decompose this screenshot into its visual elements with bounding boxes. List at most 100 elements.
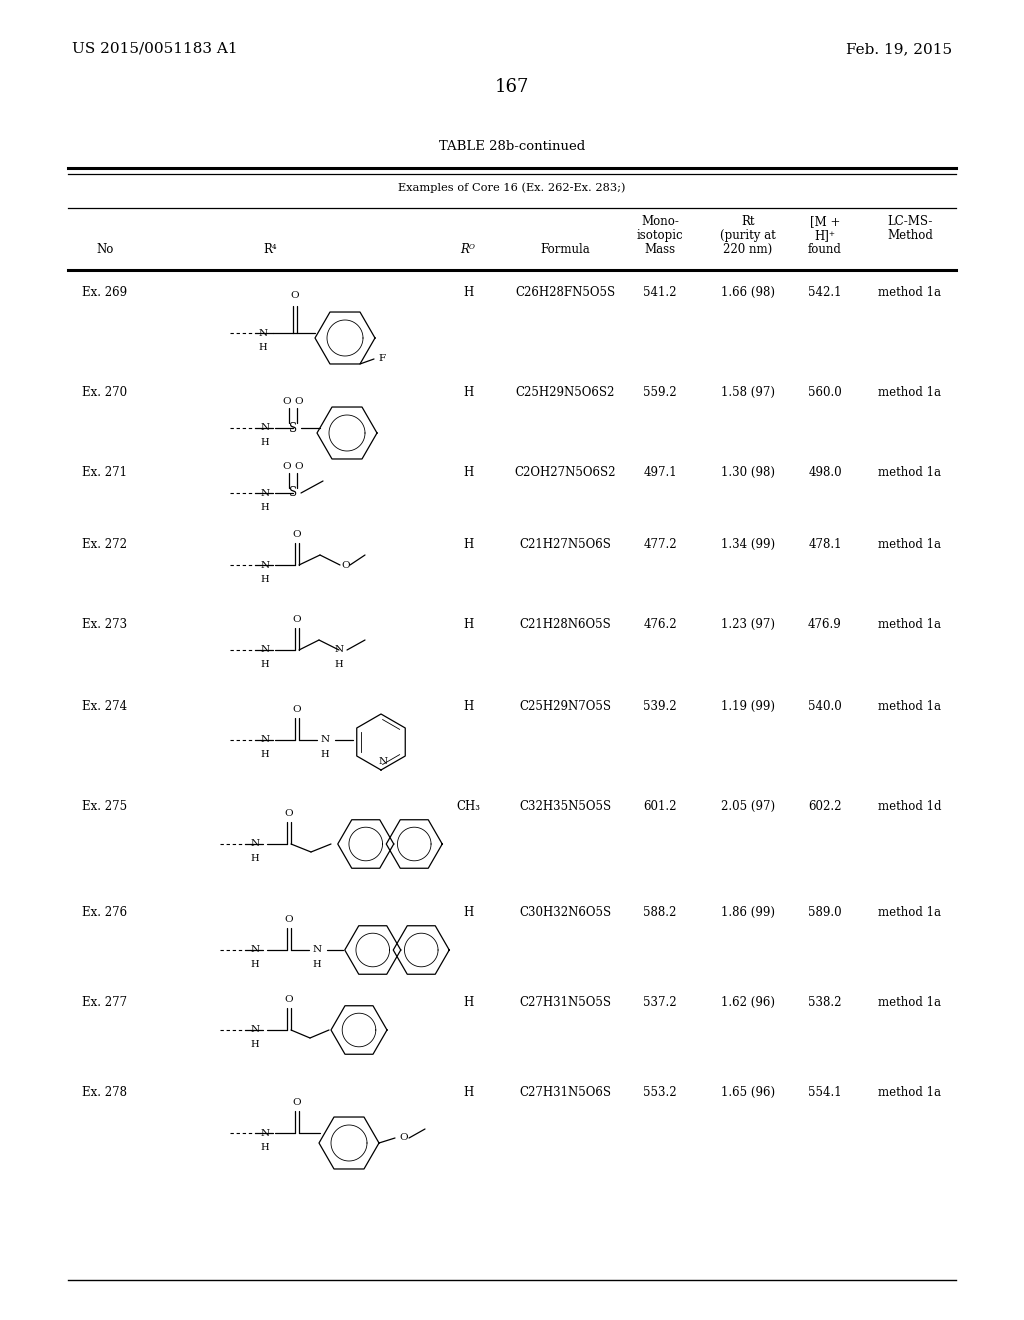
Text: Ex. 276: Ex. 276: [83, 906, 128, 919]
Text: method 1a: method 1a: [879, 997, 941, 1008]
Text: 589.0: 589.0: [808, 906, 842, 919]
Text: Ex. 274: Ex. 274: [83, 700, 128, 713]
Text: (purity at: (purity at: [720, 228, 776, 242]
Text: 220 nm): 220 nm): [723, 243, 773, 256]
Text: No: No: [96, 243, 114, 256]
Text: N: N: [251, 840, 259, 849]
Text: N: N: [260, 488, 269, 498]
Text: R⁴: R⁴: [263, 243, 276, 256]
Text: H: H: [463, 286, 473, 300]
Text: O: O: [285, 809, 293, 818]
Text: Method: Method: [887, 228, 933, 242]
Text: 538.2: 538.2: [808, 997, 842, 1008]
Text: 1.86 (99): 1.86 (99): [721, 906, 775, 919]
Text: method 1a: method 1a: [879, 618, 941, 631]
Text: method 1a: method 1a: [879, 1086, 941, 1100]
Text: method 1a: method 1a: [879, 385, 941, 399]
Text: N: N: [251, 1026, 259, 1035]
Text: Ex. 270: Ex. 270: [83, 385, 128, 399]
Text: N: N: [251, 945, 259, 954]
Text: 477.2: 477.2: [643, 539, 677, 550]
Text: H: H: [321, 750, 330, 759]
Text: TABLE 28b-continued: TABLE 28b-continued: [439, 140, 585, 153]
Text: 540.0: 540.0: [808, 700, 842, 713]
Text: method 1a: method 1a: [879, 466, 941, 479]
Text: N: N: [260, 424, 269, 433]
Text: C25H29N7O5S: C25H29N7O5S: [519, 700, 611, 713]
Text: O: O: [291, 290, 299, 300]
Text: O: O: [295, 397, 303, 407]
Text: H: H: [261, 660, 269, 669]
Text: H: H: [463, 997, 473, 1008]
Text: N: N: [335, 645, 344, 655]
Text: H: H: [261, 503, 269, 512]
Text: US 2015/0051183 A1: US 2015/0051183 A1: [72, 42, 238, 55]
Text: C26H28FN5O5S: C26H28FN5O5S: [515, 286, 615, 300]
Text: H]⁺: H]⁺: [814, 228, 836, 242]
Text: C25H29N5O6S2: C25H29N5O6S2: [515, 385, 614, 399]
Text: H: H: [463, 466, 473, 479]
Text: 601.2: 601.2: [643, 800, 677, 813]
Text: H: H: [463, 906, 473, 919]
Text: O: O: [283, 397, 291, 407]
Text: Ex. 271: Ex. 271: [83, 466, 128, 479]
Text: C21H27N5O6S: C21H27N5O6S: [519, 539, 611, 550]
Text: 537.2: 537.2: [643, 997, 677, 1008]
Text: method 1a: method 1a: [879, 286, 941, 300]
Text: 539.2: 539.2: [643, 700, 677, 713]
Text: [M +: [M +: [810, 215, 840, 228]
Text: H: H: [251, 854, 259, 863]
Text: Feb. 19, 2015: Feb. 19, 2015: [846, 42, 952, 55]
Text: CH₃: CH₃: [456, 800, 480, 813]
Text: Rᴼ: Rᴼ: [461, 243, 475, 256]
Text: 1.58 (97): 1.58 (97): [721, 385, 775, 399]
Text: 553.2: 553.2: [643, 1086, 677, 1100]
Text: 476.2: 476.2: [643, 618, 677, 631]
Text: H: H: [261, 750, 269, 759]
Text: C27H31N5O5S: C27H31N5O5S: [519, 997, 611, 1008]
Text: Ex. 275: Ex. 275: [83, 800, 128, 813]
Text: N: N: [260, 561, 269, 569]
Text: H: H: [463, 618, 473, 631]
Text: O: O: [399, 1134, 408, 1143]
Text: method 1a: method 1a: [879, 700, 941, 713]
Text: F: F: [378, 355, 385, 363]
Text: Formula: Formula: [540, 243, 590, 256]
Text: H: H: [251, 1040, 259, 1049]
Text: O: O: [293, 531, 301, 539]
Text: H: H: [261, 438, 269, 447]
Text: S: S: [289, 487, 297, 499]
Text: O: O: [293, 615, 301, 624]
Text: O: O: [285, 915, 293, 924]
Text: method 1d: method 1d: [879, 800, 942, 813]
Text: N: N: [321, 735, 330, 744]
Text: 1.62 (96): 1.62 (96): [721, 997, 775, 1008]
Text: C2OH27N5O6S2: C2OH27N5O6S2: [514, 466, 615, 479]
Text: Rt: Rt: [741, 215, 755, 228]
Text: O: O: [295, 462, 303, 471]
Text: 560.0: 560.0: [808, 385, 842, 399]
Text: H: H: [261, 1143, 269, 1152]
Text: Ex. 272: Ex. 272: [83, 539, 128, 550]
Text: N: N: [260, 645, 269, 655]
Text: method 1a: method 1a: [879, 539, 941, 550]
Text: Examples of Core 16 (Ex. 262-Ex. 283;): Examples of Core 16 (Ex. 262-Ex. 283;): [398, 182, 626, 193]
Text: N: N: [312, 945, 322, 954]
Text: O: O: [293, 1098, 301, 1107]
Text: 1.19 (99): 1.19 (99): [721, 700, 775, 713]
Text: C30H32N6O5S: C30H32N6O5S: [519, 906, 611, 919]
Text: 1.66 (98): 1.66 (98): [721, 286, 775, 300]
Text: H: H: [259, 343, 267, 352]
Text: 602.2: 602.2: [808, 800, 842, 813]
Text: 554.1: 554.1: [808, 1086, 842, 1100]
Text: C21H28N6O5S: C21H28N6O5S: [519, 618, 611, 631]
Text: H: H: [251, 960, 259, 969]
Text: H: H: [463, 700, 473, 713]
Text: 1.65 (96): 1.65 (96): [721, 1086, 775, 1100]
Text: Ex. 277: Ex. 277: [83, 997, 128, 1008]
Text: H: H: [463, 1086, 473, 1100]
Text: 478.1: 478.1: [808, 539, 842, 550]
Text: S: S: [289, 421, 297, 434]
Text: H: H: [261, 576, 269, 583]
Text: H: H: [312, 960, 322, 969]
